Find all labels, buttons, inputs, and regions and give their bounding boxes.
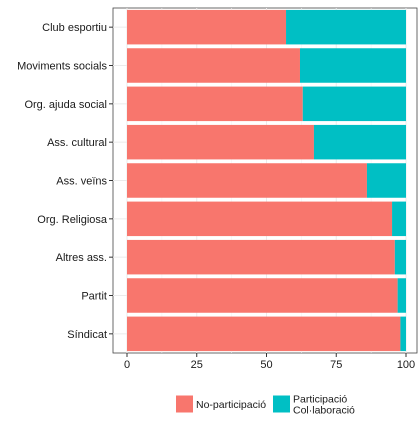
bar-no-participacio <box>127 163 367 198</box>
bar-no-participacio <box>127 124 314 160</box>
bar-no-participacio <box>127 316 401 352</box>
x-tick-label: 100 <box>397 359 415 371</box>
y-tick-label: Moviments socials <box>17 61 107 73</box>
x-tick-label: 50 <box>260 359 272 371</box>
legend-label-no-participacio: No-participació <box>196 399 266 411</box>
bar-participacio <box>313 124 406 160</box>
bar-no-participacio <box>127 9 287 45</box>
x-tick-label: 0 <box>124 359 130 371</box>
y-tick-label: Org. ajuda social <box>24 99 107 111</box>
legend: No-participació Participació Col·laboració <box>176 394 355 417</box>
bar-participacio <box>299 48 406 83</box>
y-tick-label: Altres ass. <box>56 252 107 264</box>
y-tick-label: Síndicat <box>67 329 107 341</box>
x-axis: 0 25 50 75 100 <box>124 353 415 371</box>
bar-participacio <box>397 278 406 313</box>
bar-participacio <box>286 9 406 45</box>
bar-no-participacio <box>127 278 398 313</box>
legend-key-no-participacio <box>176 395 193 413</box>
y-tick-label: Partit <box>81 291 107 303</box>
bar-participacio <box>392 201 406 237</box>
bar-no-participacio <box>127 48 300 83</box>
bar-no-participacio <box>127 201 393 237</box>
y-tick-label: Ass. cultural <box>47 137 107 149</box>
bar-participacio <box>400 316 406 352</box>
bar-no-participacio <box>127 239 395 275</box>
x-tick-label: 75 <box>330 359 342 371</box>
y-tick-label: Club esportiu <box>42 22 107 34</box>
y-axis: Club esportiu Moviments socials Org. ajuda… <box>17 22 113 341</box>
y-tick-label: Org. Religiosa <box>37 214 108 226</box>
bars <box>127 9 406 352</box>
x-tick-label: 25 <box>191 359 203 371</box>
y-tick-label: Ass. veïns <box>56 176 107 188</box>
bar-participacio <box>302 86 406 122</box>
bar-participacio <box>366 163 406 198</box>
bar-participacio <box>394 239 406 275</box>
legend-key-participacio <box>273 395 290 413</box>
legend-label-participacio: Participació Col·laboració <box>293 394 355 417</box>
bar-no-participacio <box>127 86 303 122</box>
